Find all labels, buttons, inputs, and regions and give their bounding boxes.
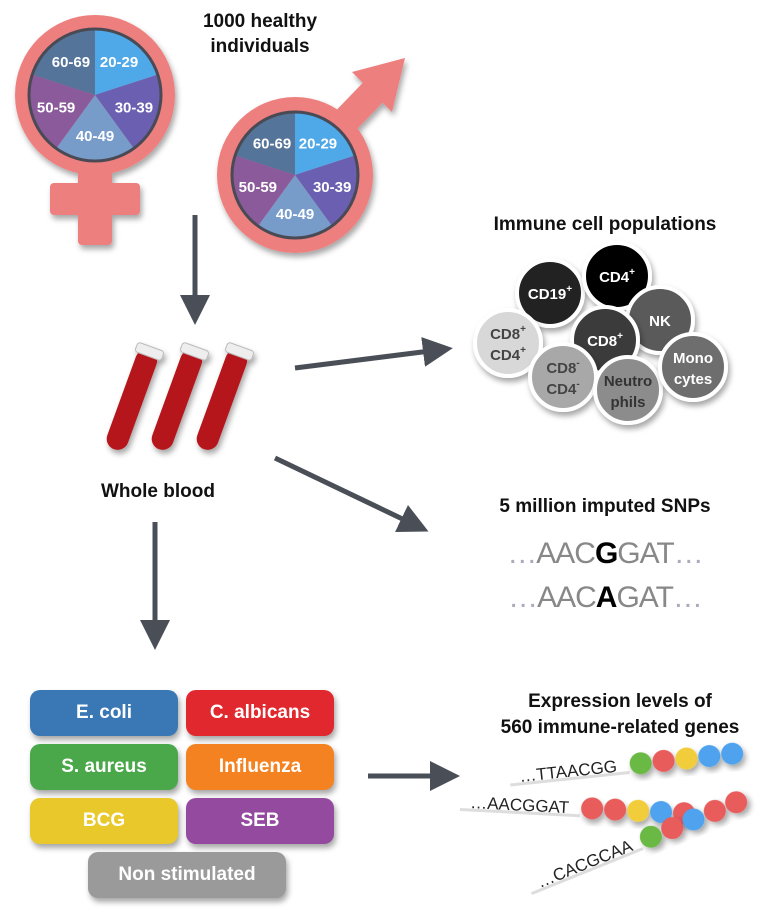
- cell-label: CD4-: [546, 379, 579, 398]
- snp-sequence: …AACGGAT…: [507, 537, 702, 570]
- stimulus-label: Non stimulated: [118, 864, 256, 885]
- cell-cd8cd4: CD8- CD4-: [528, 342, 598, 412]
- pie-slice-50-59: [29, 74, 95, 149]
- gene-strand: …AACGGAT: [459, 793, 696, 825]
- cell-monocytes: Mono cytes: [658, 332, 728, 402]
- pie-outline: [27, 27, 163, 163]
- expression-bead: [682, 808, 705, 831]
- cell-label: phils: [610, 394, 645, 411]
- pie-outline: [230, 110, 360, 240]
- expression-bead: [698, 745, 721, 768]
- age-label: 30-39: [313, 179, 351, 196]
- blood-tubes-icon: [106, 342, 255, 450]
- cell-label: NK: [649, 313, 671, 330]
- stimulus-label: S. aureus: [61, 756, 147, 777]
- cell-label: CD4+: [490, 345, 526, 364]
- cells-title: Immune cell populations: [494, 214, 717, 235]
- cell-cd8cd4: CD8+ CD4+: [473, 308, 543, 378]
- pie-slice-60-69: [32, 29, 95, 95]
- expression-bead: [627, 799, 650, 822]
- cell-neutrophils: Neutro phils: [593, 355, 663, 425]
- expression-bead: [721, 742, 744, 765]
- expression-title-line1: Expression levels of: [528, 691, 712, 712]
- stimulus-c-albicans: C. albicans: [186, 690, 334, 736]
- stimulus-label: Influenza: [218, 756, 302, 777]
- expression-bead: [629, 752, 652, 775]
- cell-label: Mono: [673, 350, 713, 367]
- stimulus-label: BCG: [82, 810, 126, 831]
- pie-slice-20-29: [295, 112, 355, 175]
- stimulus-s-aureus: S. aureus: [30, 744, 178, 790]
- expression-bead: [639, 825, 662, 848]
- cell-label: CD8+: [490, 324, 526, 343]
- immune-cell-cluster: CD19+ CD4+ NK CD8+ CD8+ CD4+ CD8- CD4- Neutro phi…: [473, 241, 728, 425]
- pie-slice-50-59: [232, 155, 295, 226]
- expression-bead: [604, 798, 627, 821]
- cell-label: CD8+: [587, 331, 623, 350]
- age-label: 60-69: [253, 135, 291, 152]
- pie-slice-60-69: [235, 112, 295, 175]
- expression-bead: [581, 797, 604, 820]
- pie-slice-20-29: [95, 29, 158, 95]
- cell-cd4: CD4+: [582, 241, 652, 311]
- expression-bead: [650, 801, 673, 824]
- stimulus-bcg: BCG: [30, 798, 178, 844]
- pie-slice-30-39: [95, 74, 161, 149]
- cell-cd19: CD19+: [515, 258, 585, 328]
- pie-slice-40-49: [257, 175, 333, 239]
- age-label: 20-29: [299, 135, 337, 152]
- expression-bead: [661, 817, 684, 840]
- male-age-pie: 20-29 30-39 40-49 50-59 60-69: [230, 110, 360, 240]
- gene-sequence: …TTAACGG: [518, 757, 617, 786]
- expression-title-line2: 560 immune-related genes: [501, 717, 740, 738]
- whole-blood-label: Whole blood: [101, 481, 215, 502]
- age-label: 40-49: [76, 128, 114, 145]
- gene-sequence: …CACGCAA: [534, 836, 635, 892]
- stimulus-non-stimulated: Non stimulated: [88, 852, 286, 898]
- age-label: 30-39: [115, 100, 153, 117]
- expression-bead: [675, 747, 698, 770]
- age-label: 50-59: [239, 179, 277, 196]
- cell-label: CD4+: [599, 267, 635, 286]
- age-label: 40-49: [276, 206, 314, 223]
- pie-slice-30-39: [295, 155, 358, 226]
- stimulus-label: C. albicans: [209, 702, 311, 723]
- arrow-blood-to-cells: [294, 336, 453, 371]
- cohort-title-line2: individuals: [210, 36, 309, 57]
- age-label: 50-59: [37, 100, 75, 117]
- age-label: 20-29: [100, 54, 138, 71]
- stimulus-label: SEB: [240, 810, 280, 831]
- stimulus-influenza: Influenza: [186, 744, 334, 790]
- pie-slice-40-49: [56, 95, 134, 162]
- snp-sequence: …AACAGAT…: [508, 581, 702, 614]
- gene-strand: …TTAACGG: [510, 742, 744, 787]
- snps-title: 5 million imputed SNPs: [499, 496, 710, 517]
- expression-bead: [725, 791, 748, 814]
- cell-label: Neutro: [604, 373, 652, 390]
- snp-sequences: …AACGGAT… …AACAGAT…: [507, 537, 703, 614]
- gene-expression-strands: …TTAACGG …AACGGAT …CACGCAA: [459, 742, 748, 895]
- cohort-title-line1: 1000 healthy: [203, 11, 317, 32]
- stimulus-e-coli: E. coli: [30, 690, 178, 736]
- expression-bead: [703, 799, 726, 822]
- stimulus-seb: SEB: [186, 798, 334, 844]
- cell-label: CD19+: [528, 284, 572, 303]
- cell-label: CD8-: [546, 358, 579, 377]
- arrow-blood-to-snps: [273, 455, 429, 533]
- stimulus-label: E. coli: [76, 702, 132, 723]
- gene-sequence: …AACGGAT: [470, 793, 570, 817]
- age-label: 60-69: [52, 54, 90, 71]
- expression-bead: [652, 749, 675, 772]
- cell-label: cytes: [674, 371, 712, 388]
